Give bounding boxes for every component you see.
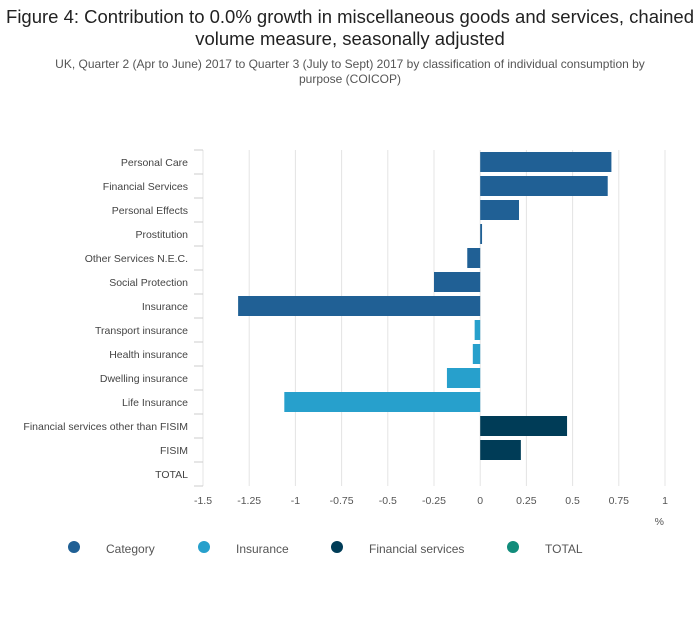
bar (480, 224, 483, 244)
bar (480, 152, 612, 172)
x-tick-label: -1.25 (237, 495, 261, 507)
bar (480, 200, 520, 220)
category-label: Insurance (142, 301, 188, 313)
chart-title: Figure 4: Contribution to 0.0% growth in… (6, 6, 694, 49)
x-tick-label: 1 (662, 495, 668, 507)
category-label: Life Insurance (122, 397, 188, 409)
x-tick-label: -1.5 (194, 495, 212, 507)
category-label: TOTAL (155, 469, 188, 481)
category-label: Other Services N.E.C. (85, 253, 188, 265)
x-tick-label: -0.25 (422, 495, 446, 507)
bar (474, 320, 481, 340)
bar (284, 392, 481, 412)
category-label: FISIM (160, 445, 188, 457)
x-tick-label: -0.75 (330, 495, 354, 507)
legend-item: Category (68, 541, 155, 556)
bar (446, 368, 481, 388)
legend-marker (198, 541, 210, 553)
legend-label: Insurance (236, 542, 289, 556)
bar (480, 416, 568, 436)
legend-marker (507, 541, 519, 553)
legend-item: Financial services (331, 541, 464, 556)
bars (238, 152, 612, 460)
category-label: Transport insurance (95, 325, 188, 337)
bar (467, 248, 481, 268)
bar (480, 176, 608, 196)
gridlines (194, 149, 666, 487)
legend-item: Insurance (198, 541, 289, 556)
x-tick-label: 0 (477, 495, 483, 507)
bar (480, 440, 521, 460)
legend-label: Category (106, 542, 155, 556)
x-tick-label: 0.5 (565, 495, 580, 507)
x-tick-label: -1 (291, 495, 300, 507)
bar (238, 296, 481, 316)
legend-label: TOTAL (545, 542, 583, 556)
category-label: Personal Care (121, 157, 188, 169)
category-label: Dwelling insurance (100, 373, 188, 385)
legend-label: Financial services (369, 542, 464, 556)
legend-marker (331, 541, 343, 553)
legend-item: TOTAL (507, 541, 583, 556)
x-tick-label: 0.75 (609, 495, 630, 507)
x-tick-label: -0.5 (379, 495, 397, 507)
bar (434, 272, 481, 292)
category-label: Personal Effects (112, 205, 188, 217)
category-labels: Personal Care Financial Services Personal … (23, 157, 188, 481)
bar (472, 344, 481, 364)
category-label: Financial services other than FISIM (23, 421, 188, 433)
legend-marker (68, 541, 80, 553)
category-label: Financial Services (103, 181, 188, 193)
chart-subtitle: UK, Quarter 2 (Apr to June) 2017 to Quar… (55, 57, 645, 86)
category-label: Social Protection (109, 277, 188, 289)
x-tick-label: 0.25 (516, 495, 537, 507)
x-axis-label: % (655, 516, 664, 528)
legend: Category Insurance Financial services TOTAL (68, 541, 583, 556)
x-axis-ticks: -1.5 -1.25 -1 -0.75 -0.5 -0.25 0 0.25 0.5 0.75 1 (194, 495, 668, 507)
category-label: Health insurance (109, 349, 188, 361)
category-label: Prostitution (135, 229, 188, 241)
